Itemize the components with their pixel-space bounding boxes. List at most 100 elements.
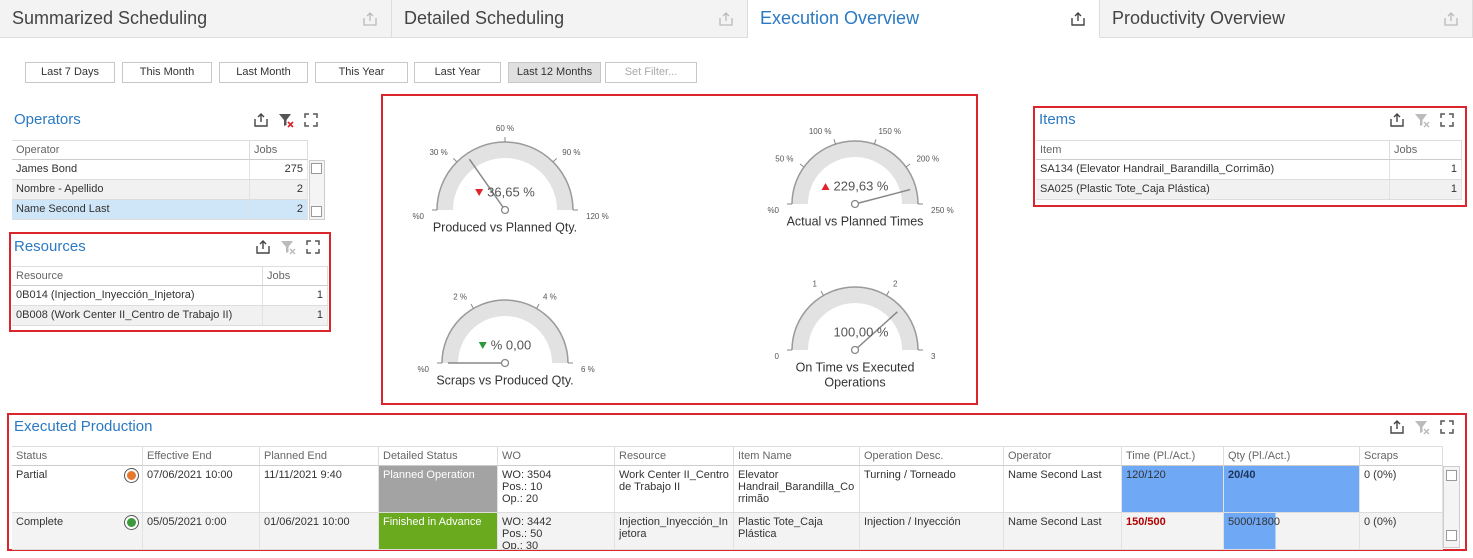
table-cell: Turning / Torneado <box>860 466 1004 512</box>
gauge-tick <box>799 163 805 168</box>
column-header: Operator <box>1004 446 1122 466</box>
gauge-pivot <box>500 358 510 368</box>
table-row[interactable] <box>1036 180 1462 200</box>
filter-button[interactable]: This Year <box>315 62 408 83</box>
panel-title: Operators <box>14 111 81 128</box>
filter-button[interactable]: Last Month <box>219 62 308 83</box>
gauge-tick-label: 50 % <box>775 154 793 163</box>
column-header: Jobs <box>263 266 328 286</box>
status-indicator <box>124 468 139 483</box>
table-cell: WO: 3504 Pos.: 10 Op.: 20 <box>498 466 615 512</box>
table-row[interactable] <box>12 200 308 220</box>
table-row[interactable] <box>12 513 1443 550</box>
scroll-down[interactable] <box>311 206 322 217</box>
column-header: Operator <box>12 140 250 160</box>
clear-filter-icon[interactable] <box>278 112 294 128</box>
column-header: Jobs <box>1390 140 1462 160</box>
maximize-icon[interactable] <box>305 239 321 255</box>
scroll-up[interactable] <box>1446 470 1457 481</box>
highlight-box <box>1033 106 1467 207</box>
maximize-icon[interactable] <box>303 112 319 128</box>
table-cell: James Bond <box>12 160 250 179</box>
clear-filter-icon[interactable] <box>1414 419 1430 435</box>
gauge-needle <box>854 311 898 351</box>
gauge-tick-label: 4 % <box>543 292 557 301</box>
table-cell: Name Second Last <box>12 200 250 219</box>
table-cell: Injection / Inyección <box>860 513 1004 549</box>
filter-button[interactable]: This Month <box>122 62 212 83</box>
gauge-rim <box>441 299 569 364</box>
export-icon[interactable] <box>1389 419 1405 435</box>
clear-filter-icon[interactable] <box>280 239 296 255</box>
export-icon[interactable] <box>253 112 269 128</box>
gauge-rim <box>791 286 919 351</box>
gauge-tick <box>820 290 824 296</box>
gauge-tick <box>536 303 540 309</box>
gauge-pivot <box>850 199 860 209</box>
gauge-tick-label: 100 % <box>809 127 832 136</box>
column-header: Jobs <box>250 140 308 160</box>
table-cell: Nombre - Apellido <box>12 180 250 199</box>
table-cell: 05/05/2021 0:00 <box>143 513 260 549</box>
trend-arrow <box>478 342 487 349</box>
gauge-tick-label: 90 % <box>562 148 580 157</box>
filter-button[interactable]: Last 7 Days <box>25 62 115 83</box>
maximize-icon[interactable] <box>1439 419 1455 435</box>
tab[interactable]: Detailed Scheduling <box>392 0 748 38</box>
gauge-tick <box>453 158 458 163</box>
gauge-tick-label: %0 <box>412 212 424 221</box>
table-cell: Name Second Last <box>1004 466 1122 512</box>
tab[interactable]: Summarized Scheduling <box>0 0 392 38</box>
gauge-band <box>437 142 573 211</box>
gauge-tick <box>873 139 877 145</box>
tab-export-icon[interactable] <box>718 11 734 27</box>
maximize-icon[interactable] <box>1439 112 1455 128</box>
gauge-tick-label: 2 % <box>453 292 467 301</box>
table-cell: 120/120 <box>1122 466 1224 512</box>
highlight-box <box>7 413 1467 551</box>
tab-export-icon[interactable] <box>1443 11 1459 27</box>
gauge-tick-label: 3 <box>931 352 936 361</box>
filter-button[interactable]: Last 12 Months <box>508 62 601 83</box>
scroll-down[interactable] <box>1446 530 1457 541</box>
table-row[interactable] <box>12 306 328 326</box>
table-row[interactable] <box>12 180 308 200</box>
table-cell: 0 (0%) <box>1360 466 1443 512</box>
gauge-readout: 100,00 % <box>834 324 889 339</box>
filter-button: Set Filter... <box>605 62 697 83</box>
table-row[interactable] <box>1036 160 1462 180</box>
gauge-band <box>792 287 918 351</box>
tab-export-icon[interactable] <box>362 11 378 27</box>
tab[interactable]: Execution Overview <box>748 0 1100 38</box>
table-row[interactable] <box>12 286 328 306</box>
table-cell: Work Center II_Centro de Trabajo II <box>615 466 734 512</box>
clear-filter-icon[interactable] <box>1414 112 1430 128</box>
scrollbar <box>1443 466 1460 548</box>
column-header: Planned End <box>260 446 379 466</box>
tab[interactable]: Productivity Overview <box>1100 0 1473 38</box>
gauge-needle <box>854 188 911 205</box>
table-cell: Elevator Handrail_Barandilla_Corrimão <box>734 466 860 512</box>
table-row[interactable] <box>12 160 308 180</box>
table-cell: 0 (0%) <box>1360 513 1443 549</box>
gauge-tick-label: 120 % <box>586 212 609 221</box>
gauge-title: On Time vs Executed <box>796 360 915 374</box>
gauge-title: Actual vs Planned Times <box>787 214 924 228</box>
table-cell: 275 <box>250 160 308 179</box>
tab-export-icon[interactable] <box>1070 11 1086 27</box>
scroll-up[interactable] <box>311 163 322 174</box>
table-cell: WO: 3442 Pos.: 50 Op.: 30 <box>498 513 615 549</box>
table-cell: SA025 (Plastic Tote_Caja Plástica) <box>1036 180 1390 199</box>
table-cell: Finished in Advance <box>379 513 498 549</box>
gauge-tick-label: 6 % <box>581 365 595 374</box>
table-cell: Name Second Last <box>1004 513 1122 549</box>
filter-button[interactable]: Last Year <box>414 62 501 83</box>
export-icon[interactable] <box>255 239 271 255</box>
gauge-tick-label: 150 % <box>878 127 901 136</box>
gauge-tick-label: %0 <box>767 206 779 215</box>
export-icon[interactable] <box>1389 112 1405 128</box>
table-cell: Planned Operation <box>379 466 498 512</box>
highlight-box <box>381 94 978 405</box>
table-cell: 1 <box>1390 180 1462 199</box>
